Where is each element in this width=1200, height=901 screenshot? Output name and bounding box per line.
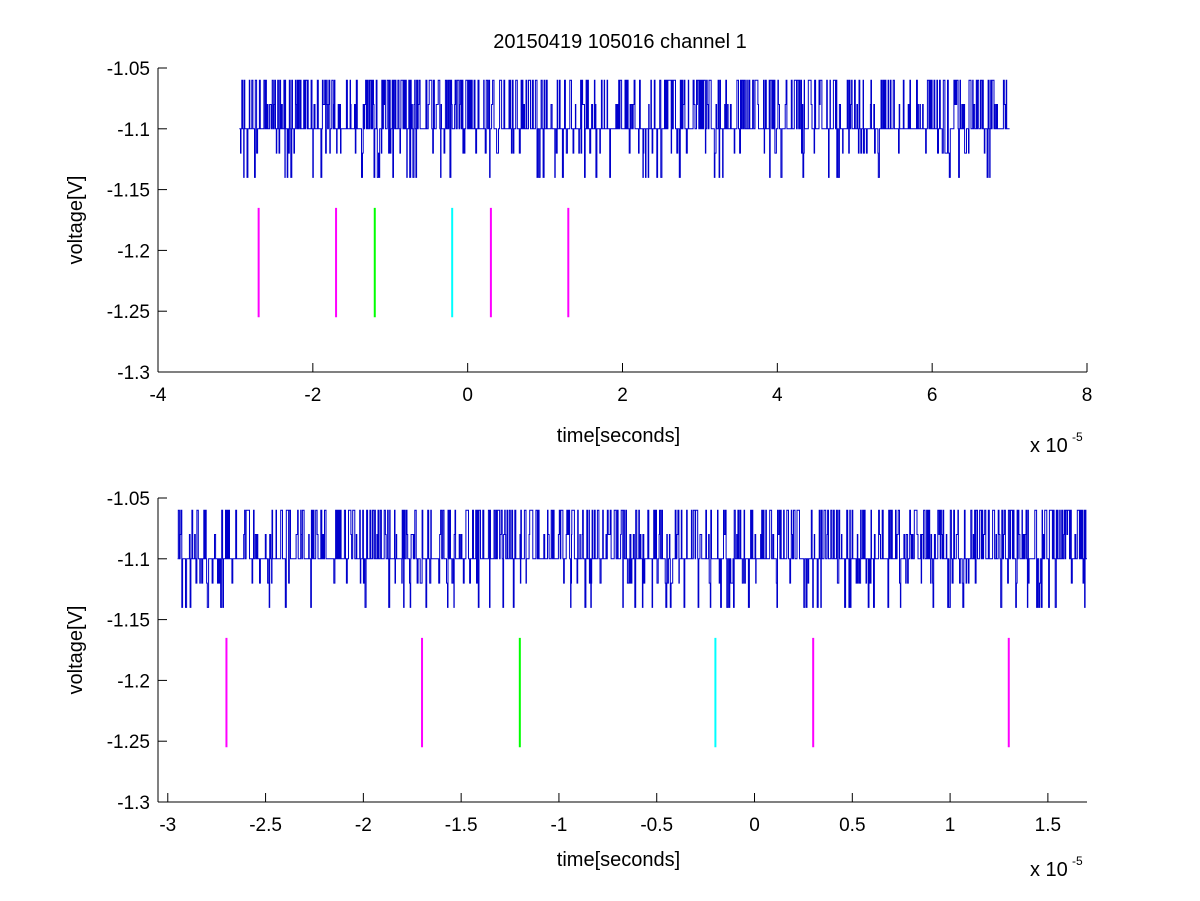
y-axis-title: voltage[V]	[65, 606, 87, 695]
y-tick-label: -1.25	[107, 302, 150, 323]
x-tick-label: -3	[159, 815, 176, 836]
chart-title: 20150419 105016 channel 1	[493, 31, 747, 53]
x-multiplier-exponent: -5	[1072, 854, 1083, 868]
x-tick-label: 1	[945, 815, 956, 836]
voltage-trace	[239, 79, 1010, 178]
x-tick-label: -2	[355, 815, 372, 836]
x-tick-label: -0.5	[640, 815, 673, 836]
y-tick-label: -1.25	[107, 732, 150, 753]
x-multiplier-label: x 10	[1030, 859, 1068, 881]
y-axis-title: voltage[V]	[65, 176, 87, 265]
x-tick-label: -2.5	[249, 815, 282, 836]
x-tick-label: -4	[150, 385, 167, 406]
x-tick-label: 0.5	[839, 815, 865, 836]
x-axis-title: time[seconds]	[557, 849, 680, 871]
x-tick-label: -1.5	[445, 815, 478, 836]
x-tick-label: -1	[550, 815, 567, 836]
y-tick-label: -1.05	[107, 489, 150, 510]
y-tick-label: -1.15	[107, 611, 150, 632]
x-tick-label: 0	[462, 385, 473, 406]
y-tick-label: -1.1	[117, 120, 150, 141]
x-tick-label: 0	[749, 815, 760, 836]
y-tick-label: -1.3	[117, 363, 150, 384]
y-tick-label: -1.05	[107, 59, 150, 80]
x-tick-label: 1.5	[1035, 815, 1061, 836]
x-multiplier-label: x 10	[1030, 435, 1068, 457]
x-tick-label: 8	[1082, 385, 1093, 406]
x-tick-label: -2	[304, 385, 321, 406]
y-tick-label: -1.1	[117, 550, 150, 571]
x-tick-label: 2	[617, 385, 628, 406]
x-multiplier-exponent: -5	[1072, 430, 1083, 444]
y-tick-label: -1.3	[117, 793, 150, 814]
y-tick-label: -1.15	[107, 181, 150, 202]
x-axis-title: time[seconds]	[557, 425, 680, 447]
top-subplot: -4 -2 0 2 4 6 8 -1.05 -1.1 -1.15 -1.2 -1.25 -1.3 time…	[65, 59, 1092, 457]
voltage-trace	[177, 509, 1087, 608]
x-tick-label: 4	[772, 385, 783, 406]
y-tick-label: -1.2	[117, 671, 150, 692]
bottom-subplot: -3 -2.5 -2 -1.5 -1 -0.5 0 0.5 1 1.5 -1.05 -1.1 -1.15…	[65, 489, 1087, 881]
y-tick-label: -1.2	[117, 241, 150, 262]
x-tick-label: 6	[927, 385, 938, 406]
